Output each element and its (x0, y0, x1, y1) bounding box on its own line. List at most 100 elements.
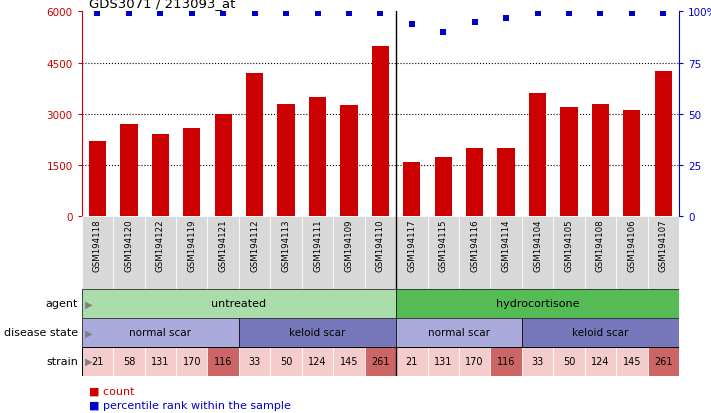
Text: 170: 170 (183, 356, 201, 366)
Bar (176, 347, 208, 376)
Bar (120, 125, 137, 217)
Text: GSM194114: GSM194114 (502, 219, 510, 271)
Bar (246, 74, 263, 217)
Text: ■ percentile rank within the sample: ■ percentile rank within the sample (89, 400, 291, 410)
Bar (82, 318, 239, 347)
Bar (270, 347, 301, 376)
Bar (427, 217, 459, 289)
Text: GSM194105: GSM194105 (565, 219, 574, 271)
Text: 33: 33 (249, 356, 261, 366)
Bar (553, 217, 584, 289)
Bar (82, 217, 113, 289)
Text: GSM194115: GSM194115 (439, 219, 448, 271)
Text: 50: 50 (280, 356, 292, 366)
Text: GSM194109: GSM194109 (344, 219, 353, 271)
Bar (491, 347, 522, 376)
Text: 261: 261 (654, 356, 673, 366)
Bar (89, 142, 106, 217)
Text: GSM194110: GSM194110 (376, 219, 385, 271)
Text: 145: 145 (340, 356, 358, 366)
Text: GSM194116: GSM194116 (470, 219, 479, 271)
Text: keloid scar: keloid scar (289, 328, 346, 337)
Bar (208, 347, 239, 376)
Bar (333, 347, 365, 376)
Bar (277, 104, 295, 217)
Text: keloid scar: keloid scar (572, 328, 629, 337)
Bar (624, 111, 641, 217)
Bar (491, 217, 522, 289)
Text: GSM194120: GSM194120 (124, 219, 134, 271)
Bar (434, 157, 452, 217)
Bar (553, 347, 584, 376)
Bar (616, 217, 648, 289)
Text: 170: 170 (466, 356, 484, 366)
Text: 50: 50 (563, 356, 575, 366)
Text: 261: 261 (371, 356, 390, 366)
Text: untreated: untreated (211, 299, 267, 309)
Bar (151, 135, 169, 217)
Bar (498, 149, 515, 217)
Text: 21: 21 (406, 356, 418, 366)
Text: GSM194122: GSM194122 (156, 219, 165, 271)
Bar (396, 318, 522, 347)
Bar (341, 106, 358, 217)
Text: ■ count: ■ count (89, 385, 134, 395)
Bar (522, 318, 679, 347)
Text: GSM194106: GSM194106 (627, 219, 636, 271)
Bar (176, 217, 208, 289)
Text: 124: 124 (591, 356, 609, 366)
Bar (403, 162, 420, 217)
Bar (584, 217, 616, 289)
Bar (82, 289, 396, 318)
Bar (183, 128, 201, 217)
Text: 145: 145 (623, 356, 641, 366)
Text: GDS3071 / 213093_at: GDS3071 / 213093_at (89, 0, 235, 10)
Text: agent: agent (46, 299, 78, 309)
Text: 58: 58 (123, 356, 135, 366)
Bar (82, 347, 113, 376)
Bar (396, 217, 427, 289)
Text: 131: 131 (151, 356, 169, 366)
Bar (648, 347, 679, 376)
Text: 21: 21 (91, 356, 104, 366)
Bar (616, 347, 648, 376)
Text: GSM194121: GSM194121 (219, 219, 228, 271)
Bar (270, 217, 301, 289)
Bar (584, 347, 616, 376)
Text: GSM194119: GSM194119 (187, 219, 196, 271)
Bar (144, 217, 176, 289)
Bar (459, 347, 491, 376)
Bar (372, 47, 389, 217)
Bar (208, 217, 239, 289)
Text: GSM194111: GSM194111 (313, 219, 322, 271)
Text: GSM194112: GSM194112 (250, 219, 259, 271)
Text: GSM194107: GSM194107 (659, 219, 668, 271)
Bar (309, 97, 326, 217)
Text: GSM194117: GSM194117 (407, 219, 417, 271)
Text: hydrocortisone: hydrocortisone (496, 299, 579, 309)
Bar (333, 217, 365, 289)
Text: normal scar: normal scar (428, 328, 490, 337)
Text: GSM194108: GSM194108 (596, 219, 605, 271)
Text: normal scar: normal scar (129, 328, 191, 337)
Bar (427, 347, 459, 376)
Bar (459, 217, 491, 289)
Bar (396, 347, 427, 376)
Text: strain: strain (46, 356, 78, 366)
Bar (648, 217, 679, 289)
Bar (529, 94, 546, 217)
Text: 116: 116 (214, 356, 232, 366)
Bar (113, 347, 144, 376)
Bar (239, 347, 270, 376)
Text: GSM194104: GSM194104 (533, 219, 542, 271)
Text: ▶: ▶ (82, 356, 92, 366)
Text: GSM194118: GSM194118 (93, 219, 102, 271)
Bar (365, 217, 396, 289)
Bar (592, 104, 609, 217)
Bar (655, 72, 672, 217)
Bar (215, 115, 232, 217)
Text: 33: 33 (531, 356, 544, 366)
Bar (144, 347, 176, 376)
Bar (239, 318, 396, 347)
Bar (301, 347, 333, 376)
